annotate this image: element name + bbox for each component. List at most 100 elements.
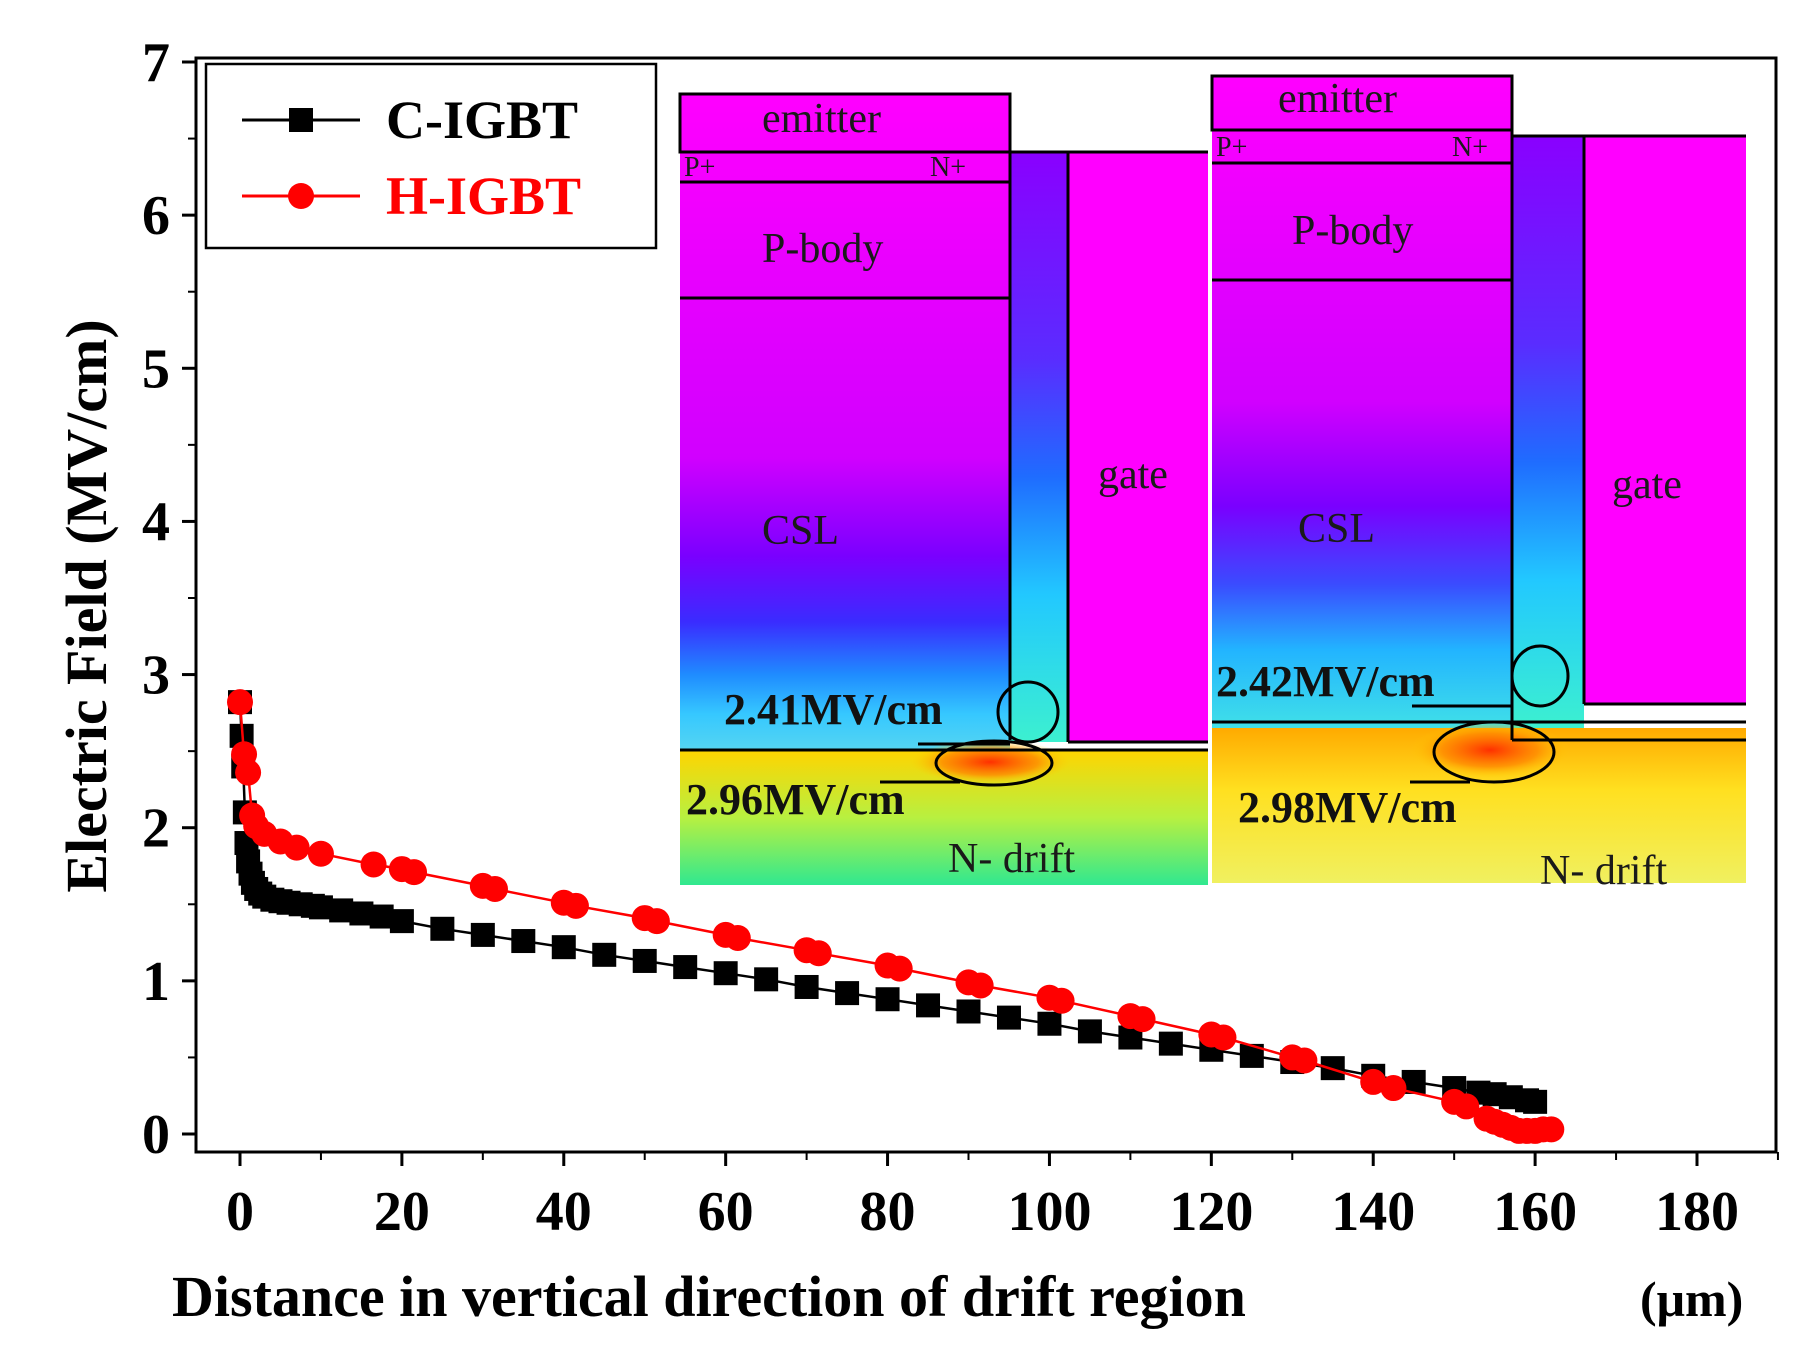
h-igbt-point xyxy=(805,940,832,967)
h-igbt-point xyxy=(1538,1116,1565,1143)
series-h-igbt xyxy=(227,689,1565,1144)
legend-h-igbt-marker xyxy=(288,183,314,209)
h-igbt-point xyxy=(724,924,751,951)
y-tick-label: 0 xyxy=(142,1104,170,1166)
x-tick-label: 160 xyxy=(1493,1181,1577,1243)
x-tick-label: 40 xyxy=(536,1181,592,1243)
inset-right-emitter-label: emitter xyxy=(1278,76,1397,122)
y-tick-label: 1 xyxy=(142,951,170,1013)
x-tick-label: 180 xyxy=(1655,1181,1739,1243)
c-igbt-point xyxy=(470,922,495,947)
c-igbt-point xyxy=(713,961,738,986)
plot-frame xyxy=(194,56,1778,1154)
inset-right-p-plus-label: P+ xyxy=(1216,132,1247,163)
y-tick-label: 7 xyxy=(142,32,170,94)
h-igbt-point xyxy=(1360,1068,1387,1095)
c-igbt-point xyxy=(794,974,819,999)
inset-right-p-body-label: P-body xyxy=(1292,208,1413,254)
inset-right-field-2-42: 2.42MV/cm xyxy=(1216,657,1435,706)
inset-right-hotspot xyxy=(1410,722,1570,778)
inset-right-n-plus-label: N+ xyxy=(1452,132,1488,163)
c-igbt-point xyxy=(349,901,374,926)
inset-right-csl-label: CSL xyxy=(1298,506,1375,552)
c-igbt-point xyxy=(369,904,394,929)
h-igbt-point xyxy=(886,955,913,982)
x-tick-label: 80 xyxy=(860,1181,916,1243)
inset-right-gate-label: gate xyxy=(1612,462,1682,508)
c-igbt-point xyxy=(1158,1031,1183,1056)
c-igbt-point xyxy=(308,895,333,920)
h-igbt-point xyxy=(1210,1024,1237,1051)
inset-right-n-drift-label: N- drift xyxy=(1540,848,1667,894)
h-igbt-point xyxy=(481,875,508,902)
h-igbt-point xyxy=(227,689,253,716)
y-tick-label: 2 xyxy=(142,798,170,860)
c-igbt-point xyxy=(996,1005,1021,1030)
inset-left-n-plus-label: N+ xyxy=(930,152,966,183)
inset-h-igbt: emitter P+ N+ P-body CSL gate N- drift 2… xyxy=(1210,74,1746,894)
h-igbt-point xyxy=(1048,987,1075,1014)
x-tick-label: 140 xyxy=(1331,1181,1415,1243)
inset-right-circle-marker xyxy=(1510,644,1570,708)
inset-left-circle-marker xyxy=(996,680,1060,744)
legend-c-igbt-marker xyxy=(289,108,313,132)
c-igbt-point xyxy=(956,999,981,1024)
c-igbt-point xyxy=(1037,1011,1062,1036)
c-igbt-point xyxy=(1523,1089,1548,1114)
h-igbt-point xyxy=(360,851,387,878)
h-igbt-point xyxy=(1291,1047,1318,1074)
c-igbt-point xyxy=(511,929,536,954)
inset-right-ellipse-marker xyxy=(1432,720,1556,784)
series-layer xyxy=(227,689,1565,1144)
c-igbt-point xyxy=(875,987,900,1012)
inset-left-gate-label: gate xyxy=(1098,452,1168,498)
h-igbt-point xyxy=(967,972,994,999)
c-igbt-point xyxy=(1077,1019,1102,1044)
c-igbt-point xyxy=(916,993,941,1018)
x-tick-label: 0 xyxy=(226,1181,254,1243)
h-igbt-point xyxy=(307,840,334,867)
y-tick-label: 4 xyxy=(142,491,170,553)
h-igbt-point xyxy=(1453,1093,1480,1120)
inset-left-emitter-label: emitter xyxy=(762,96,881,142)
x-axis-title: Distance in vertical direction of drift … xyxy=(172,1264,1246,1329)
h-igbt-point xyxy=(643,908,670,935)
c-igbt-point xyxy=(430,916,455,941)
y-axis-ticks: 0 1 2 3 4 5 6 7 xyxy=(142,32,196,1166)
inset-left-field-2-96: 2.96MV/cm xyxy=(686,775,905,824)
inset-left-field-2-41: 2.41MV/cm xyxy=(724,685,943,734)
y-tick-label: 3 xyxy=(142,645,170,707)
c-igbt-point xyxy=(551,935,576,960)
x-tick-label: 20 xyxy=(374,1181,430,1243)
y-tick-label: 6 xyxy=(142,185,170,247)
x-axis-ticks: 0 20 40 60 80 100 120 140 160 180 xyxy=(226,1152,1779,1243)
inset-left-ellipse-marker xyxy=(934,739,1054,787)
inset-right-trench xyxy=(1512,136,1584,728)
inset-left-p-body-label: P-body xyxy=(762,226,883,272)
plot-axes: 0 1 2 3 4 5 6 7 0 20 40 60 80 100 120 140 160 180 xyxy=(142,32,1779,1243)
h-igbt-point xyxy=(1380,1075,1407,1102)
inset-left-gate-region xyxy=(1068,152,1208,742)
c-igbt-point xyxy=(329,898,354,923)
inset-c-igbt: emitter P+ N+ P-body CSL gate N- drift 2… xyxy=(678,92,1208,885)
inset-right-csl-region xyxy=(1212,76,1512,728)
y-tick-label: 5 xyxy=(142,338,170,400)
c-igbt-point xyxy=(592,942,617,967)
x-axis-unit: (μm) xyxy=(1640,1271,1743,1327)
c-igbt-point xyxy=(754,967,779,992)
c-igbt-point xyxy=(673,955,698,980)
inset-left-trench xyxy=(1010,152,1068,742)
x-tick-label: 120 xyxy=(1169,1181,1253,1243)
c-igbt-point xyxy=(632,948,657,973)
inset-left-n-drift-label: N- drift xyxy=(948,836,1075,882)
inset-left-p-plus-label: P+ xyxy=(684,152,715,183)
h-igbt-point xyxy=(235,759,262,786)
inset-left-csl-region xyxy=(680,94,1010,754)
legend-c-igbt-label: C-IGBT xyxy=(386,90,578,150)
h-igbt-point xyxy=(1129,1006,1156,1033)
inset-left-csl-label: CSL xyxy=(762,508,839,554)
inset-right-gate-region xyxy=(1584,136,1746,704)
x-tick-label: 60 xyxy=(698,1181,754,1243)
h-igbt-point xyxy=(283,834,310,861)
